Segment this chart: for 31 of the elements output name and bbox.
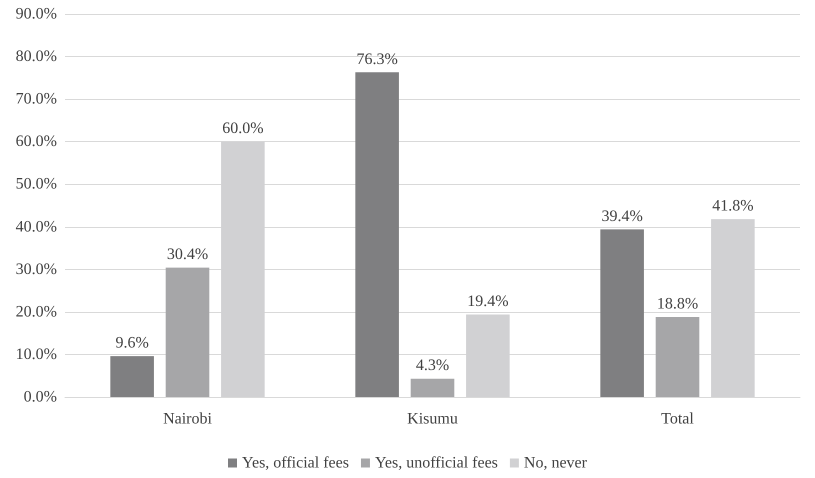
legend-label: Yes, official fees: [242, 454, 349, 472]
y-tick-label: 50.0%: [16, 176, 57, 193]
data-label: 76.3%: [356, 50, 398, 68]
bar: [656, 316, 700, 397]
bar: [166, 268, 210, 397]
bar: [600, 229, 644, 397]
y-tick-label: 90.0%: [16, 6, 57, 22]
data-label: 39.4%: [601, 208, 643, 225]
bar: [110, 356, 154, 397]
legend-label: No, never: [524, 454, 588, 472]
data-label: 18.8%: [656, 295, 698, 312]
bar: [410, 378, 454, 397]
data-label: 30.4%: [166, 246, 208, 264]
y-tick-label: 20.0%: [16, 303, 57, 320]
x-tick-label: Nairobi: [163, 410, 212, 428]
data-label: 4.3%: [416, 357, 450, 374]
data-label: 9.6%: [115, 334, 149, 352]
data-label: 41.8%: [712, 198, 754, 215]
y-tick-label: 30.0%: [16, 260, 57, 278]
x-tick-label: Total: [661, 410, 694, 428]
bar: [355, 72, 399, 397]
legend-label: Yes, unofficial fees: [374, 454, 498, 472]
x-tick-label: Kisumu: [407, 410, 458, 428]
data-label: 19.4%: [467, 292, 509, 310]
y-tick-label: 0.0%: [24, 388, 57, 406]
y-tick-label: 80.0%: [16, 48, 57, 66]
y-tick-label: 40.0%: [16, 218, 57, 236]
y-tick-label: 10.0%: [16, 346, 57, 363]
data-label: 60.0%: [222, 120, 264, 138]
y-tick-label: 70.0%: [16, 90, 57, 108]
y-tick-label: 60.0%: [16, 133, 57, 150]
